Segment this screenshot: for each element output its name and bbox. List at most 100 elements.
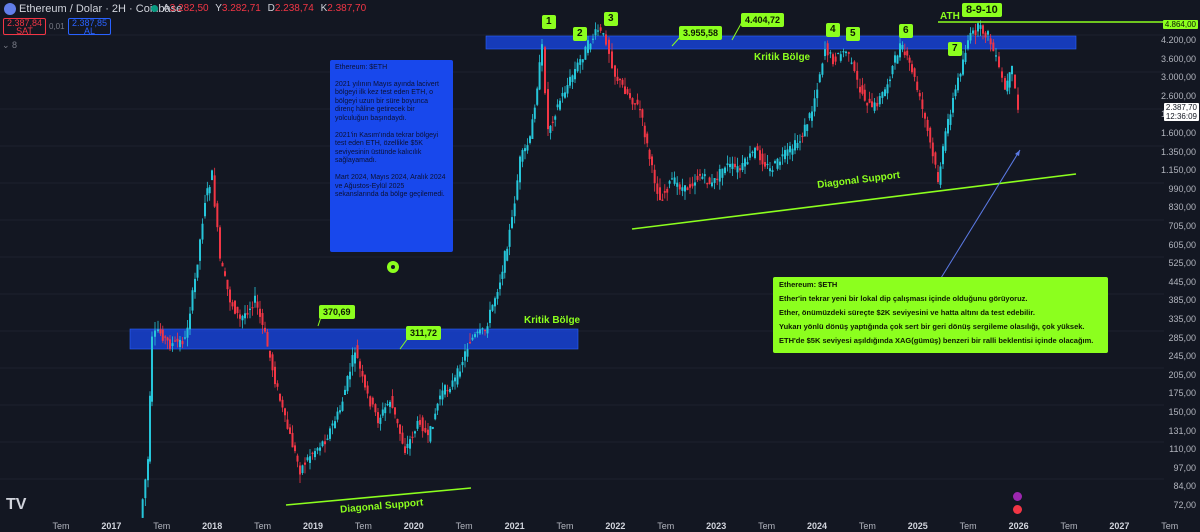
- candle-body: [324, 441, 326, 445]
- wave-marker-6[interactable]: 6: [899, 24, 913, 38]
- candle-body: [736, 166, 739, 173]
- location-pin-icon[interactable]: [387, 261, 399, 273]
- candle-body: [538, 62, 541, 90]
- candle-body: [1011, 65, 1013, 75]
- candle-body: [351, 355, 354, 367]
- candle-body: [441, 390, 444, 400]
- candle-body: [839, 54, 842, 61]
- candle-body: [850, 62, 853, 64]
- candle-body: [791, 148, 794, 155]
- candle-body: [995, 55, 997, 57]
- candle-body: [726, 163, 729, 166]
- price-label-4404[interactable]: 4.404,72: [741, 13, 785, 27]
- candle-body: [678, 184, 681, 190]
- economic-event-flag-icon[interactable]: [1013, 505, 1022, 514]
- price-chart[interactable]: [0, 0, 1164, 518]
- candle-body: [341, 401, 344, 411]
- wave-marker-8-9-10[interactable]: 8-9-10: [962, 3, 1002, 17]
- candle-body: [784, 150, 786, 160]
- price-axis[interactable]: 4.200,003.600,003.000,002.600,001.900,00…: [1160, 0, 1200, 532]
- candle-body: [584, 46, 587, 60]
- tradingview-logo[interactable]: TV: [6, 496, 27, 513]
- candle-body: [616, 76, 619, 81]
- critical-zone-upper-label[interactable]: Kritik Bölge: [754, 52, 811, 63]
- price-axis-label: 1.350,00: [1160, 146, 1196, 157]
- candle-body: [859, 86, 861, 93]
- candle-body: [749, 153, 751, 158]
- time-axis-label: 2027: [1109, 521, 1130, 531]
- price-axis-label: 705,00: [1168, 221, 1196, 231]
- diagonal-support-lower-line[interactable]: [285, 487, 472, 506]
- candle-body: [886, 84, 889, 94]
- candle-body: [149, 395, 151, 462]
- candle-body: [916, 81, 919, 91]
- candle-body: [696, 175, 699, 180]
- candle-body: [179, 339, 181, 348]
- wave-marker-1[interactable]: 1: [542, 15, 556, 29]
- candle-body: [832, 54, 834, 65]
- critical-zone-lower-label[interactable]: Kritik Bölge: [524, 315, 581, 326]
- time-axis-label: Tem: [1060, 521, 1078, 531]
- candle-body: [276, 383, 279, 387]
- projection-arrow[interactable]: [940, 149, 1021, 279]
- candle-body: [668, 181, 671, 184]
- candle-body: [631, 98, 634, 105]
- candle-body: [974, 30, 977, 36]
- buy-button[interactable]: 2.387,85 AL: [68, 18, 111, 36]
- wave-marker-5[interactable]: 5: [846, 27, 860, 41]
- candle-body: [299, 465, 301, 475]
- candle-body: [521, 150, 524, 162]
- candle-body: [908, 57, 911, 63]
- price-label-311[interactable]: 311,72: [406, 326, 442, 340]
- wave-marker-2[interactable]: 2: [573, 27, 587, 41]
- candle-body: [899, 43, 901, 58]
- ath-label[interactable]: ATH: [940, 11, 960, 22]
- candle-body: [489, 309, 491, 323]
- candle-body: [937, 172, 939, 183]
- candle-body: [779, 161, 781, 166]
- symbol-title[interactable]: Ethereum / Dolar · 2H · Coinbase: [19, 3, 183, 15]
- price-label-3955[interactable]: 3.955,58: [679, 26, 723, 40]
- candle-body: [942, 146, 944, 165]
- price-axis-label: 175,00: [1168, 388, 1196, 399]
- diagonal-support-upper-line[interactable]: [631, 173, 1077, 230]
- candle-body: [216, 203, 219, 228]
- candle-body: [847, 52, 850, 54]
- candle-body: [731, 163, 734, 169]
- wave-marker-7[interactable]: 7: [948, 42, 962, 56]
- candle-body: [1001, 71, 1003, 78]
- candle-body: [211, 170, 213, 181]
- price-axis-label: 1.150,00: [1160, 165, 1196, 176]
- candle-body: [766, 163, 769, 166]
- candle-body: [957, 77, 959, 91]
- candle-body: [906, 50, 909, 56]
- note-green[interactable]: Ethereum: $ETH Ether'in tekrar yeni bir …: [773, 277, 1108, 353]
- event-flash-icon[interactable]: [1013, 492, 1022, 501]
- time-axis[interactable]: Tem 2017 Tem 2018 Tem 2019 Tem 2020 Tem 2021 Tem 20…: [0, 518, 1178, 532]
- candle-body: [673, 177, 676, 184]
- candle-body: [364, 375, 366, 388]
- price-label-370[interactable]: 370,69: [319, 305, 355, 319]
- candle-body: [949, 114, 952, 125]
- indicator-collapse-toggle[interactable]: ⌄ 8: [2, 40, 18, 50]
- candle-body: [826, 43, 829, 56]
- candle-body: [469, 342, 471, 344]
- time-axis-label: Tem: [354, 521, 372, 531]
- note-blue[interactable]: Ethereum: $ETH 2021 yılının Mayıs ayında…: [330, 60, 453, 252]
- wave-marker-4[interactable]: 4: [826, 23, 840, 37]
- market-status-icon[interactable]: [151, 5, 158, 12]
- sell-button[interactable]: 2.387,84 SAT: [3, 18, 46, 36]
- candle-body: [326, 438, 329, 440]
- candle-body: [681, 187, 684, 191]
- candle-body: [236, 306, 239, 314]
- wave-marker-3[interactable]: 3: [604, 12, 618, 26]
- candle-body: [319, 447, 321, 451]
- candle-body: [884, 89, 886, 97]
- ohlc-low-key: D: [267, 3, 275, 14]
- candle-body: [164, 336, 167, 338]
- candle-body: [266, 332, 269, 347]
- candle-body: [346, 375, 349, 392]
- candle-body: [431, 426, 434, 429]
- candle-body: [199, 239, 201, 261]
- candle-body: [424, 428, 427, 433]
